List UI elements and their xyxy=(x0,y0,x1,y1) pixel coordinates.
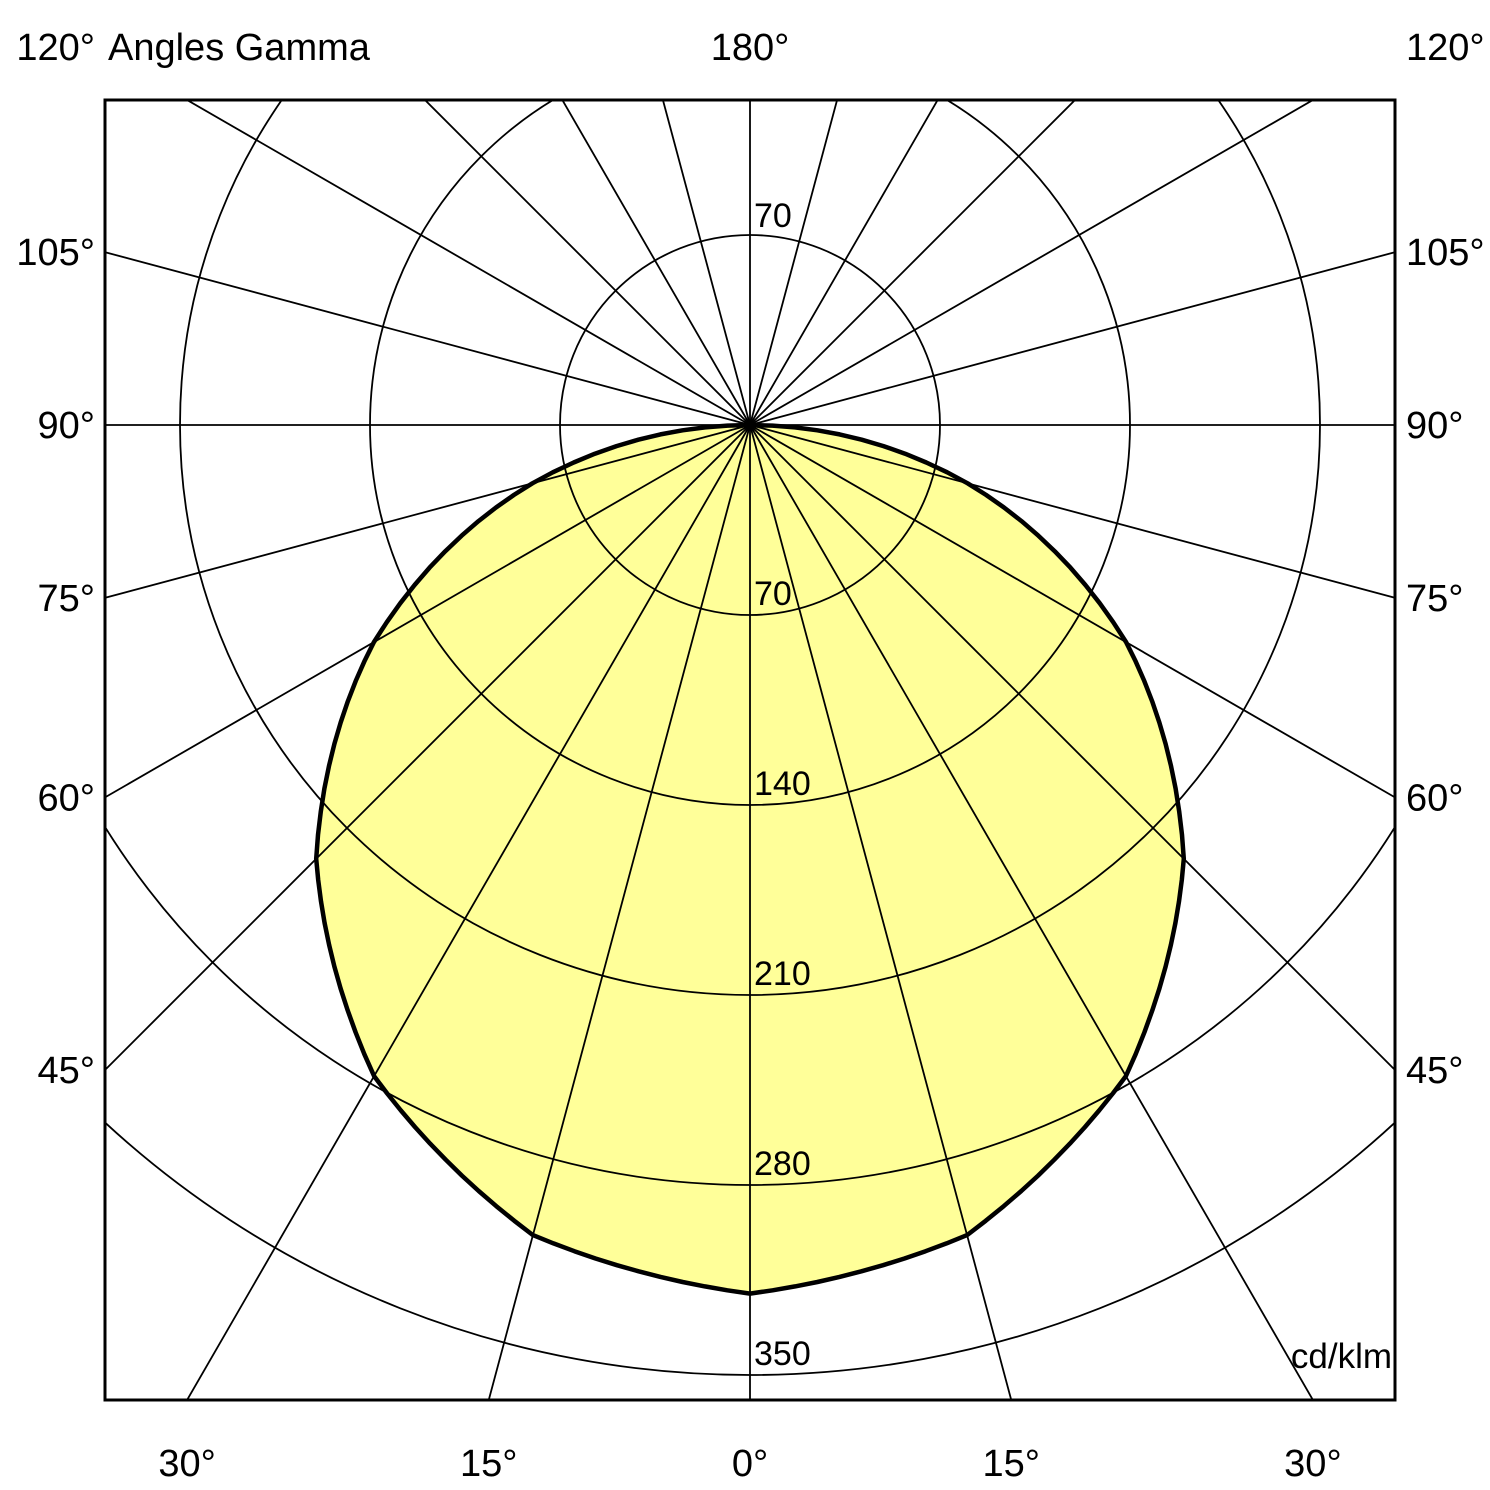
ring-label: 210 xyxy=(754,955,811,993)
gamma-gridline xyxy=(749,100,1077,426)
chart-frame xyxy=(103,98,1397,1402)
gamma-label-right: 120° xyxy=(1406,27,1485,69)
top-angle-label: 180° xyxy=(711,27,790,69)
gamma-gridline xyxy=(105,424,751,799)
gamma-gridline xyxy=(749,424,1395,599)
gamma-label-bottom: 30° xyxy=(158,1443,215,1485)
gamma-gridline xyxy=(105,251,751,426)
gamma-gridline xyxy=(185,100,751,426)
gamma-label-left: 105° xyxy=(16,232,95,274)
gamma-gridline xyxy=(661,100,751,426)
ring-label: 280 xyxy=(754,1145,811,1183)
unit-label: cd/klm xyxy=(1291,1337,1392,1376)
gamma-label-left: 75° xyxy=(38,578,95,620)
gamma-gridline xyxy=(749,100,1315,426)
gamma-gridline xyxy=(186,424,751,1400)
chart-title: Angles Gamma xyxy=(108,27,371,69)
gamma-label-right: 45° xyxy=(1406,1050,1463,1092)
gamma-gridline xyxy=(105,424,751,1072)
gamma-label-right: 60° xyxy=(1406,777,1463,819)
gamma-label-right: 105° xyxy=(1406,232,1485,274)
ring-label: 350 xyxy=(754,1335,811,1373)
gamma-gridline xyxy=(561,100,751,426)
gamma-label-left: 120° xyxy=(16,27,95,69)
gamma-label-bottom: 15° xyxy=(983,1443,1040,1485)
ring-label: 140 xyxy=(754,765,811,803)
gamma-label-left: 45° xyxy=(38,1050,95,1092)
gamma-gridline xyxy=(105,424,751,599)
gamma-label-bottom: 30° xyxy=(1284,1443,1341,1485)
gamma-gridline xyxy=(749,424,1395,799)
intensity-curve-outline xyxy=(313,422,1187,1296)
gamma-label-left: 90° xyxy=(38,405,95,447)
ring-label-top: 70 xyxy=(754,197,792,235)
gamma-gridline xyxy=(423,100,751,426)
gamma-gridline xyxy=(749,424,1013,1400)
gamma-gridline xyxy=(487,424,751,1400)
gamma-label-right: 75° xyxy=(1406,578,1463,620)
gamma-label-bottom: 0° xyxy=(732,1443,768,1485)
gamma-label-right: 90° xyxy=(1406,405,1463,447)
ring-label: 70 xyxy=(754,575,792,613)
gamma-gridline xyxy=(749,424,1314,1400)
gamma-label-left: 60° xyxy=(38,777,95,819)
gamma-gridline xyxy=(749,424,1395,1072)
gamma-gridline xyxy=(749,251,1395,426)
gamma-gridline xyxy=(749,100,839,426)
gamma-label-bottom: 15° xyxy=(460,1443,517,1485)
gamma-gridline xyxy=(749,100,939,426)
